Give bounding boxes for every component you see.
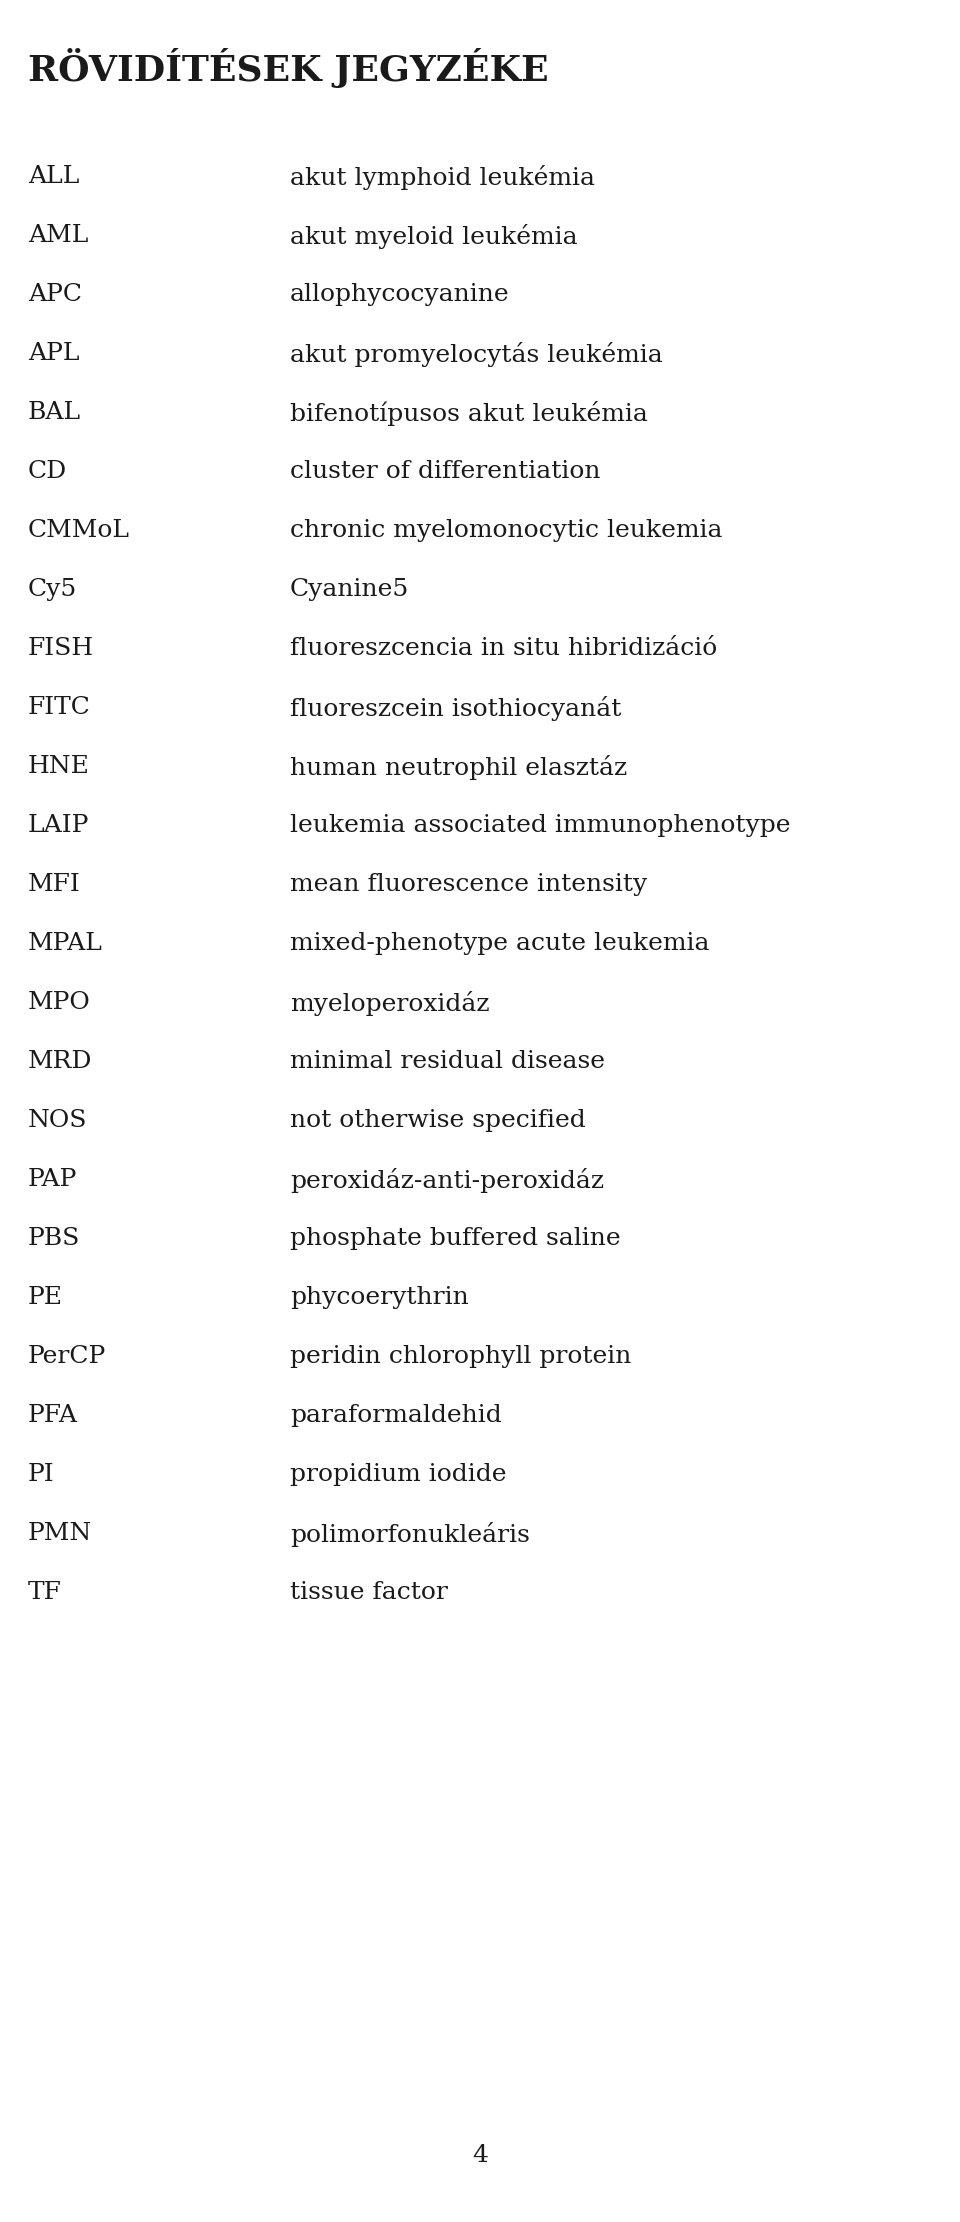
Text: cluster of differentiation: cluster of differentiation xyxy=(290,460,601,482)
Text: akut myeloid leukémia: akut myeloid leukémia xyxy=(290,224,578,249)
Text: MRD: MRD xyxy=(28,1051,92,1073)
Text: phosphate buffered saline: phosphate buffered saline xyxy=(290,1227,620,1251)
Text: NOS: NOS xyxy=(28,1109,87,1131)
Text: APL: APL xyxy=(28,342,80,364)
Text: peridin chlorophyll protein: peridin chlorophyll protein xyxy=(290,1344,632,1369)
Text: bifenotípusos akut leukémia: bifenotípusos akut leukémia xyxy=(290,400,648,427)
Text: Cy5: Cy5 xyxy=(28,578,77,600)
Text: mixed-phenotype acute leukemia: mixed-phenotype acute leukemia xyxy=(290,931,709,955)
Text: CD: CD xyxy=(28,460,67,482)
Text: chronic myelomonocytic leukemia: chronic myelomonocytic leukemia xyxy=(290,520,723,542)
Text: Cyanine5: Cyanine5 xyxy=(290,578,409,600)
Text: fluoreszcein isothiocyanát: fluoreszcein isothiocyanát xyxy=(290,695,621,720)
Text: polimorfonukleáris: polimorfonukleáris xyxy=(290,1522,530,1547)
Text: PI: PI xyxy=(28,1462,55,1487)
Text: TF: TF xyxy=(28,1582,61,1604)
Text: FITC: FITC xyxy=(28,695,91,720)
Text: peroxidáz-anti-peroxidáz: peroxidáz-anti-peroxidáz xyxy=(290,1169,604,1193)
Text: CMMoL: CMMoL xyxy=(28,520,130,542)
Text: MPAL: MPAL xyxy=(28,931,103,955)
Text: fluoreszcencia in situ hibridizáció: fluoreszcencia in situ hibridizáció xyxy=(290,638,717,660)
Text: mean fluorescence intensity: mean fluorescence intensity xyxy=(290,873,647,895)
Text: 4: 4 xyxy=(472,2144,488,2166)
Text: AML: AML xyxy=(28,224,88,247)
Text: PFA: PFA xyxy=(28,1404,78,1427)
Text: ALL: ALL xyxy=(28,164,80,189)
Text: akut promyelocytás leukémia: akut promyelocytás leukémia xyxy=(290,342,662,367)
Text: allophycocyanine: allophycocyanine xyxy=(290,282,510,307)
Text: akut lymphoid leukémia: akut lymphoid leukémia xyxy=(290,164,595,191)
Text: not otherwise specified: not otherwise specified xyxy=(290,1109,586,1131)
Text: phycoerythrin: phycoerythrin xyxy=(290,1287,468,1309)
Text: leukemia associated immunophenotype: leukemia associated immunophenotype xyxy=(290,813,790,838)
Text: PBS: PBS xyxy=(28,1227,81,1251)
Text: FISH: FISH xyxy=(28,638,94,660)
Text: PerCP: PerCP xyxy=(28,1344,107,1369)
Text: tissue factor: tissue factor xyxy=(290,1582,448,1604)
Text: paraformaldehid: paraformaldehid xyxy=(290,1404,502,1427)
Text: BAL: BAL xyxy=(28,400,82,424)
Text: RÖVIDÍTÉSEK JEGYZÉKE: RÖVIDÍTÉSEK JEGYZÉKE xyxy=(28,49,548,89)
Text: myeloperoxidáz: myeloperoxidáz xyxy=(290,991,490,1015)
Text: human neutrophil elasztáz: human neutrophil elasztáz xyxy=(290,755,627,780)
Text: propidium iodide: propidium iodide xyxy=(290,1462,507,1487)
Text: PMN: PMN xyxy=(28,1522,92,1544)
Text: MPO: MPO xyxy=(28,991,91,1013)
Text: LAIP: LAIP xyxy=(28,813,89,838)
Text: APC: APC xyxy=(28,282,82,307)
Text: minimal residual disease: minimal residual disease xyxy=(290,1051,605,1073)
Text: PE: PE xyxy=(28,1287,63,1309)
Text: HNE: HNE xyxy=(28,755,90,778)
Text: MFI: MFI xyxy=(28,873,81,895)
Text: PAP: PAP xyxy=(28,1169,78,1191)
